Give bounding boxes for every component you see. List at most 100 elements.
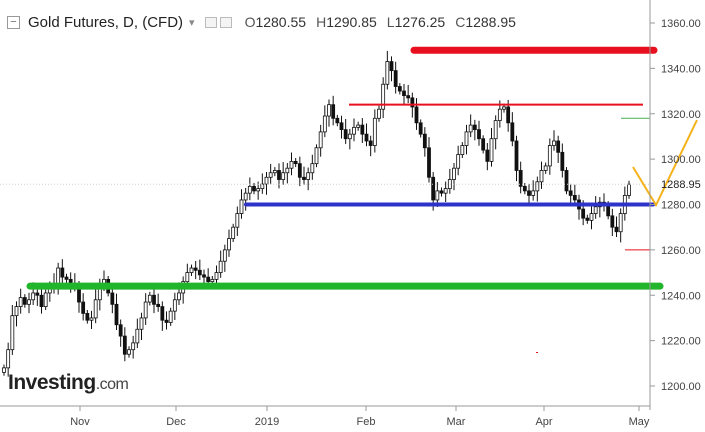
candle-body	[139, 317, 144, 330]
candle-body	[531, 190, 536, 196]
candle	[68, 272, 73, 293]
candle	[485, 143, 490, 171]
candle-body	[477, 129, 481, 140]
candle-body	[389, 61, 394, 72]
candle	[472, 119, 477, 141]
candle	[477, 120, 481, 146]
candle	[422, 127, 427, 157]
settings-icon[interactable]	[204, 16, 217, 28]
candle	[122, 327, 127, 362]
candle-body	[322, 115, 327, 133]
candle-body	[122, 335, 127, 355]
candle-body	[339, 122, 344, 131]
candle-body	[472, 124, 477, 131]
low-readout: L1276.25	[386, 14, 446, 30]
candle	[618, 208, 623, 243]
chevron-down-icon[interactable]: ▾	[189, 16, 195, 29]
candle	[293, 157, 298, 168]
y-tick-label: 1300.00	[661, 154, 701, 166]
candle-body	[60, 267, 65, 278]
candle-body	[456, 154, 461, 169]
candle	[89, 310, 94, 330]
candle	[110, 285, 115, 314]
candle-body	[481, 138, 486, 151]
candle-body	[210, 278, 215, 283]
candle-body	[297, 163, 302, 178]
candle	[464, 124, 469, 155]
candle-body	[427, 147, 431, 178]
candle-body	[318, 131, 323, 149]
candle	[156, 293, 161, 312]
x-tick-label: Apr	[535, 416, 552, 428]
candle	[164, 311, 169, 330]
candle	[393, 61, 398, 94]
close-study-icon[interactable]	[219, 16, 232, 28]
candle-body	[360, 124, 365, 135]
candle-body	[402, 90, 406, 96]
candle-body	[22, 297, 27, 305]
candle-body	[256, 188, 261, 192]
candle	[131, 335, 136, 359]
instrument-title[interactable]: Gold Futures, D, (CFD)	[28, 13, 184, 31]
candle-body	[10, 315, 15, 351]
candle	[372, 109, 377, 153]
candle	[10, 305, 15, 355]
close-readout: C1288.95	[455, 14, 516, 30]
candle	[43, 289, 48, 310]
candle-body	[589, 213, 594, 221]
candle	[352, 118, 356, 142]
candle	[389, 56, 394, 82]
candle-body	[268, 172, 273, 178]
candle	[252, 182, 256, 195]
candle-body	[56, 267, 61, 285]
candle-body	[435, 190, 440, 201]
candle	[356, 121, 361, 131]
candle-body	[35, 292, 40, 296]
candle	[468, 114, 473, 138]
collapse-icon[interactable]: −	[7, 15, 20, 29]
candle-body	[310, 163, 315, 174]
candle-body	[572, 195, 577, 201]
candle-body	[485, 149, 490, 162]
candle-body	[327, 104, 331, 117]
candle-body	[556, 140, 561, 153]
candle-body	[81, 301, 86, 314]
candle	[35, 287, 40, 306]
candle-body	[227, 238, 231, 251]
candle	[93, 289, 98, 324]
candle	[281, 162, 286, 185]
candle-body	[439, 190, 444, 194]
candle-body	[164, 319, 169, 323]
x-tick-label: Mar	[447, 416, 466, 428]
candle	[147, 291, 152, 306]
candle	[327, 99, 331, 127]
candle	[39, 286, 44, 314]
candle	[227, 229, 231, 257]
candle-body	[393, 70, 398, 87]
candle	[264, 172, 269, 195]
candle-body	[564, 170, 569, 192]
candle-body	[568, 190, 573, 196]
candle-body	[627, 183, 631, 196]
candle	[489, 128, 494, 167]
candle	[568, 183, 573, 205]
candle	[314, 144, 319, 168]
candle	[189, 264, 194, 276]
candle-body	[493, 120, 498, 140]
candle-body	[18, 297, 23, 307]
candle-body	[135, 328, 140, 344]
candle-body	[385, 61, 390, 85]
candle-body	[14, 306, 19, 317]
candle-body	[206, 276, 211, 283]
last-price-label: 1288.95	[661, 179, 701, 191]
candle	[514, 135, 519, 182]
candle	[368, 135, 373, 157]
candle	[152, 288, 156, 314]
candle	[481, 135, 486, 154]
candle-body	[260, 183, 265, 190]
candle-body	[85, 312, 90, 321]
candle-body	[235, 213, 240, 228]
candle	[460, 142, 465, 158]
